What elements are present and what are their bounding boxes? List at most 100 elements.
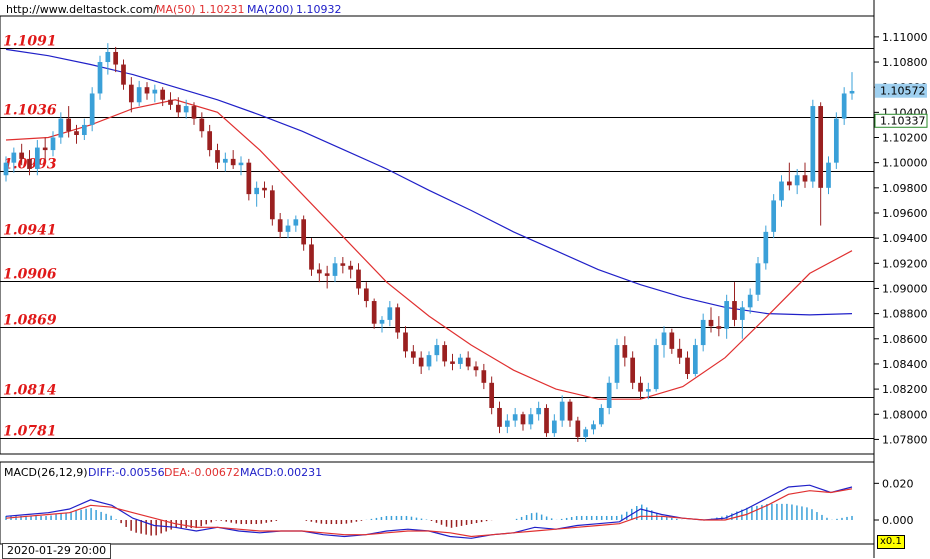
- candle-body: [692, 345, 698, 375]
- candle-body: [677, 348, 683, 358]
- price-tick-label: 1.07800: [882, 433, 928, 446]
- level-label: 1.0814: [3, 383, 57, 399]
- candle-body: [450, 361, 455, 364]
- price-tick-label: 1.09600: [882, 207, 928, 220]
- candle-body: [340, 263, 346, 266]
- candle-body: [818, 106, 824, 188]
- level-label: 1.0906: [3, 267, 57, 283]
- candle-body: [724, 301, 730, 329]
- candle-body: [215, 150, 220, 163]
- candle-body: [645, 389, 651, 392]
- candle-body: [199, 118, 205, 132]
- candle-body: [34, 147, 40, 169]
- candle-body: [614, 345, 620, 383]
- candle-body: [457, 357, 463, 364]
- candle-body: [19, 152, 25, 159]
- candle-body: [136, 87, 142, 103]
- price-tick-label: 1.10000: [882, 157, 928, 170]
- site-url[interactable]: http://www.deltastock.com/: [6, 3, 157, 16]
- price-tick-label: 1.11000: [882, 31, 928, 44]
- price-tick-label: 1.10200: [882, 132, 928, 145]
- candle-body: [363, 288, 369, 302]
- marker-price-box: [874, 113, 928, 128]
- candle-body: [771, 200, 777, 232]
- price-tick-label: 1.10800: [882, 56, 928, 69]
- candle-body: [685, 357, 690, 375]
- candle-body: [3, 162, 9, 176]
- candle-body: [11, 152, 17, 163]
- candle-body: [794, 175, 800, 186]
- candle-body: [763, 231, 769, 264]
- marker-price-label: 1.10337: [880, 114, 926, 127]
- candle-body: [277, 219, 283, 232]
- candle-body: [841, 93, 847, 119]
- candle-body: [191, 106, 197, 119]
- price-tick-label: 1.08200: [882, 383, 928, 396]
- candles: [3, 43, 855, 442]
- macd-dea-line: [5, 488, 853, 538]
- candle-body: [238, 162, 244, 166]
- ma200-value: 1.10932: [296, 3, 342, 16]
- candle-body: [387, 307, 393, 320]
- candle-body: [168, 99, 173, 105]
- level-label: 1.0941: [3, 223, 57, 239]
- candle-body: [786, 181, 792, 186]
- candle-body: [410, 351, 416, 358]
- candle-body: [42, 147, 48, 151]
- candle-body: [105, 51, 111, 63]
- candle-body: [575, 420, 581, 437]
- candle-body: [332, 263, 338, 276]
- candle-body: [653, 345, 659, 390]
- level-label: 1.1036: [3, 103, 57, 119]
- candle-body: [630, 357, 636, 383]
- macd-label: MACD(26,12,9): [4, 466, 88, 479]
- candle-body: [442, 345, 448, 362]
- candle-body: [716, 326, 722, 329]
- ma200-series: [5, 48, 853, 316]
- macd-indicator: 0.020 0.000: [5, 477, 914, 539]
- candle-body: [183, 106, 189, 113]
- candle-body: [254, 187, 260, 195]
- candle-body: [755, 263, 761, 295]
- candle-body: [481, 370, 487, 383]
- candle-body: [551, 420, 557, 434]
- candle-body: [489, 382, 495, 408]
- candle-body: [144, 87, 150, 94]
- candle-body: [371, 301, 377, 324]
- ma200-line: [5, 48, 853, 316]
- candle-body: [89, 93, 95, 125]
- level-label: 1.0869: [3, 313, 57, 329]
- price-tick-label: 1.09200: [882, 257, 928, 270]
- price-tick-label: 1.08000: [882, 408, 928, 421]
- candle-body: [567, 401, 573, 421]
- candle-body: [512, 414, 518, 421]
- candle-body: [810, 106, 816, 182]
- candle-body: [27, 158, 32, 169]
- level-label: 1.1091: [3, 34, 57, 50]
- candle-body: [833, 118, 839, 163]
- candle-body: [293, 219, 299, 226]
- macd-tick-label: 0.020: [882, 477, 914, 490]
- candle-body: [81, 124, 87, 135]
- macd-tick-label: 0.000: [882, 514, 914, 527]
- candle-body: [395, 307, 401, 333]
- candle-body: [544, 407, 549, 434]
- ma200-label: MA(200): [247, 3, 294, 16]
- candle-body: [207, 131, 213, 151]
- candle-body: [269, 190, 275, 220]
- candle-body: [262, 187, 267, 191]
- candle-body: [465, 357, 471, 367]
- candle-body: [591, 424, 596, 430]
- candle-body: [403, 332, 408, 352]
- price-tick-label: 1.08400: [882, 358, 928, 371]
- zoom-indicator[interactable]: x0.1: [877, 535, 905, 549]
- candle-body: [473, 366, 479, 371]
- candle-body: [246, 162, 252, 195]
- candle-body: [669, 332, 675, 349]
- candle-body: [66, 118, 72, 132]
- candle-body: [152, 89, 158, 94]
- candle-body: [50, 137, 56, 151]
- candle-body: [732, 301, 737, 320]
- candle-body: [309, 244, 314, 270]
